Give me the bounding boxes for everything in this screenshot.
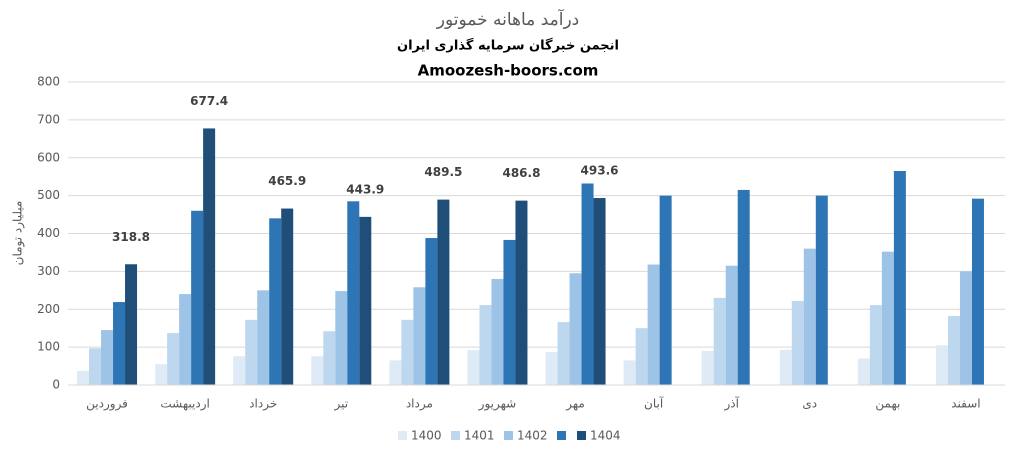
chart-title: درآمد ماهانه خموتور bbox=[436, 8, 579, 30]
x-tick-label: شهریور bbox=[478, 397, 517, 412]
data-label: 493.6 bbox=[581, 164, 619, 178]
bar bbox=[779, 349, 792, 385]
data-label: 489.5 bbox=[424, 165, 462, 179]
legend-swatch bbox=[451, 431, 460, 440]
bar bbox=[503, 239, 516, 385]
bar bbox=[713, 297, 726, 385]
bar bbox=[113, 302, 126, 385]
bar bbox=[401, 319, 414, 385]
x-tick-label: دی bbox=[802, 397, 817, 411]
bar bbox=[737, 189, 750, 385]
data-label: 486.8 bbox=[502, 166, 540, 180]
x-tick-label: تیر bbox=[333, 397, 348, 412]
bar bbox=[647, 264, 660, 385]
bar bbox=[581, 183, 594, 385]
bar bbox=[479, 305, 492, 385]
y-tick-label: 200 bbox=[37, 302, 60, 316]
bar bbox=[623, 360, 636, 385]
bar bbox=[971, 198, 984, 385]
legend-label: 1404 bbox=[590, 429, 621, 443]
x-tick-label: بهمن bbox=[875, 397, 900, 412]
bar bbox=[347, 201, 360, 385]
data-label: 318.8 bbox=[112, 230, 150, 244]
bar bbox=[437, 199, 450, 385]
y-tick-label: 0 bbox=[52, 378, 60, 392]
legend-swatch bbox=[398, 431, 407, 440]
bar bbox=[413, 287, 426, 385]
bar bbox=[881, 251, 894, 385]
legend-swatch bbox=[504, 431, 513, 440]
chart-source: Amoozesh-boors.com bbox=[418, 62, 599, 80]
x-tick-label: اردیبهشت bbox=[160, 397, 209, 412]
legend-label: 1402 bbox=[517, 429, 548, 443]
y-tick-label: 600 bbox=[37, 150, 60, 164]
bar bbox=[89, 348, 102, 385]
bar bbox=[545, 352, 558, 385]
x-tick-label: فروردین bbox=[86, 397, 128, 412]
bar bbox=[323, 331, 336, 385]
bar bbox=[179, 294, 192, 385]
bar bbox=[857, 358, 870, 385]
y-tick-label: 800 bbox=[37, 75, 60, 89]
bar bbox=[815, 195, 828, 385]
bar bbox=[425, 238, 438, 385]
y-tick-label: 700 bbox=[37, 112, 60, 126]
bar bbox=[515, 200, 528, 385]
bar bbox=[389, 360, 402, 385]
bar bbox=[155, 364, 168, 385]
bar bbox=[233, 356, 246, 385]
bar bbox=[893, 171, 906, 385]
bar bbox=[959, 271, 972, 385]
data-label: 465.9 bbox=[268, 174, 306, 188]
bar bbox=[557, 322, 570, 385]
bar bbox=[701, 350, 714, 385]
bar bbox=[191, 210, 204, 385]
bar bbox=[125, 264, 138, 385]
bar bbox=[635, 328, 648, 385]
y-tick-label: 500 bbox=[37, 188, 60, 202]
bar bbox=[593, 198, 606, 385]
legend-swatch bbox=[557, 431, 566, 440]
data-label: 443.9 bbox=[346, 182, 384, 196]
bar bbox=[659, 195, 672, 385]
bar bbox=[947, 316, 960, 385]
bar bbox=[725, 265, 738, 385]
y-axis-label: میلیارد تومان bbox=[11, 201, 26, 266]
bar bbox=[281, 208, 294, 385]
y-tick-label: 100 bbox=[37, 340, 60, 354]
bar bbox=[269, 218, 282, 385]
bar bbox=[335, 291, 348, 385]
bar bbox=[245, 319, 258, 385]
legend-label: 1401 bbox=[464, 429, 495, 443]
x-tick-label: آذر bbox=[723, 396, 739, 412]
x-tick-label: مرداد bbox=[406, 397, 433, 412]
bar bbox=[467, 350, 480, 385]
legend-swatch bbox=[577, 431, 586, 440]
x-tick-label: خرداد bbox=[249, 397, 277, 412]
bar bbox=[101, 330, 114, 385]
x-tick-label: مهر bbox=[565, 397, 585, 412]
y-tick-label: 300 bbox=[37, 264, 60, 278]
bar bbox=[569, 273, 582, 385]
bar bbox=[311, 356, 324, 385]
chart-subtitle: انجمن خبرگان سرمایه گذاری ایران bbox=[397, 38, 619, 54]
y-tick-label: 400 bbox=[37, 226, 60, 240]
bar bbox=[257, 290, 270, 385]
bar bbox=[203, 128, 216, 385]
bar bbox=[77, 370, 90, 385]
x-tick-label: اسفند bbox=[951, 397, 980, 411]
bar bbox=[803, 248, 816, 385]
bar bbox=[869, 305, 882, 385]
bar bbox=[491, 278, 504, 385]
bar bbox=[791, 300, 804, 385]
data-label: 677.4 bbox=[190, 94, 228, 108]
bar bbox=[167, 333, 180, 385]
bar bbox=[935, 345, 948, 385]
bar bbox=[359, 216, 372, 385]
x-tick-label: آبان bbox=[644, 396, 664, 411]
legend-label: 1400 bbox=[411, 429, 442, 443]
